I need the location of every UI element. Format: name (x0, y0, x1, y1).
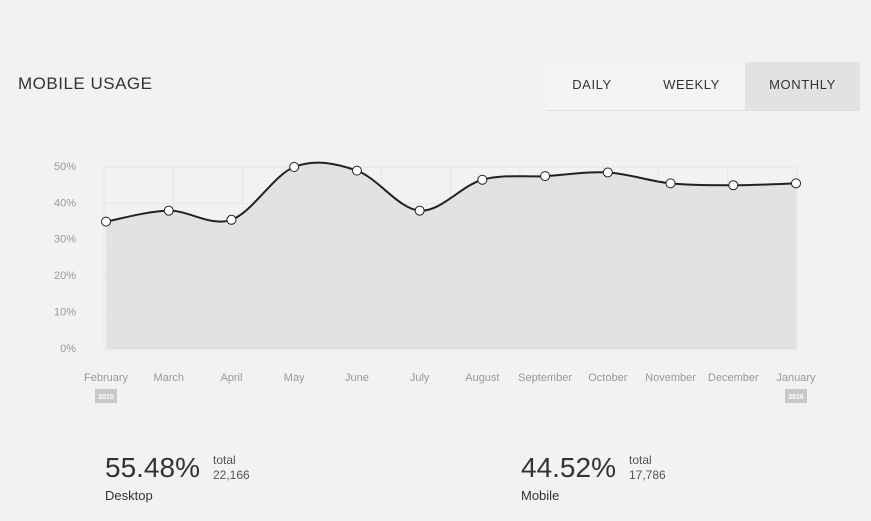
x-tick-label: June (345, 372, 369, 384)
point (414, 205, 425, 216)
x-tick-label: March (153, 372, 184, 384)
point (163, 205, 174, 216)
year-label: 2015 (98, 394, 114, 401)
point (289, 162, 300, 172)
point (226, 214, 237, 225)
year-label: 2016 (788, 394, 804, 401)
point (728, 180, 739, 191)
stat-label: Desktop (105, 488, 153, 503)
year-badge (95, 389, 117, 403)
y-tick-label: 30% (54, 234, 76, 246)
x-tick-label: December (708, 372, 759, 384)
total: 17,786 (629, 468, 666, 482)
x-tick-label: September (518, 372, 572, 384)
tab[interactable]: MONTHLY (745, 62, 860, 110)
point (351, 165, 362, 176)
x-tick-label: July (410, 372, 430, 384)
y-tick-label: 40% (54, 197, 76, 209)
point (791, 178, 801, 189)
tab-bar: DAILY WEEKLY MONTHLY (546, 62, 860, 111)
area (106, 162, 796, 349)
y-tick-label: 10% (54, 307, 76, 319)
page-title: MOBILE USAGE (18, 74, 153, 93)
y-tick-label: 20% (54, 270, 76, 282)
total-label: total (213, 453, 236, 467)
tab[interactable]: WEEKLY (663, 77, 720, 92)
point (101, 216, 111, 227)
y-tick-label: 50% (54, 161, 76, 173)
y-tick-label: 0% (60, 343, 76, 355)
total: 22,166 (213, 468, 250, 482)
point (602, 167, 613, 178)
percent: 55.48% (105, 452, 200, 483)
x-tick-label: October (588, 372, 627, 384)
x-tick-label: January (776, 372, 816, 384)
tab[interactable]: DAILY (572, 77, 612, 92)
point (477, 174, 488, 185)
point (540, 171, 551, 182)
percent: 44.52% (521, 452, 616, 483)
point (665, 178, 676, 189)
stat-label: Mobile (521, 488, 560, 503)
x-tick-label: November (645, 372, 696, 384)
total-label: total (629, 453, 652, 467)
x-tick-label: April (220, 372, 242, 384)
year-badge (785, 389, 807, 403)
x-tick-label: February (84, 372, 129, 384)
x-tick-label: May (284, 372, 305, 384)
x-tick-label: August (465, 372, 499, 384)
